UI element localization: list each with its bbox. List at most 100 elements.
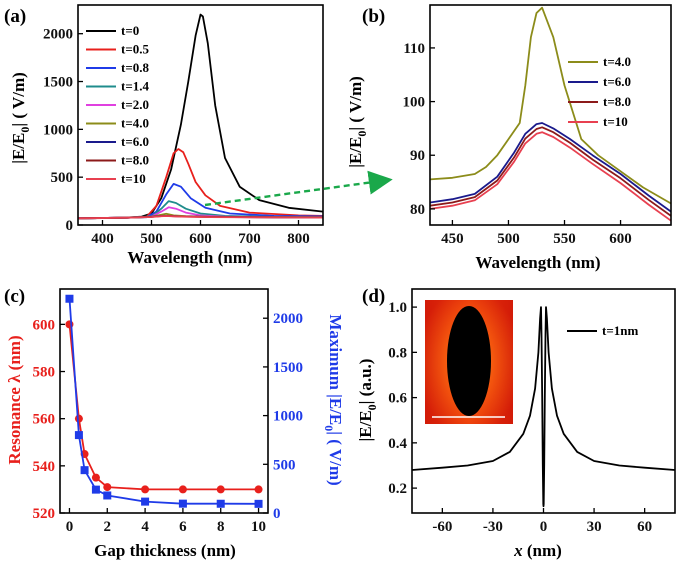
panel-c-series-1 [68, 298, 259, 505]
panel-c-series-0-marker-4 [103, 483, 112, 492]
panel-c-series-0-marker-5 [141, 485, 150, 494]
panel-a-ytick-label-4: 2000 [43, 27, 73, 43]
panel-a-ytick-label-3: 1500 [43, 75, 73, 91]
panel-a-ylabel-post: | ( V/m) [9, 72, 28, 126]
panel-c-ylabel-right: Maximum |E/E0| ( V/m) [322, 314, 345, 485]
panel-a-legend-label-8: t=10 [121, 171, 146, 186]
panel-d-ytick-label-3: 0.8 [388, 345, 407, 361]
panel-c-ylabel-right-post: | ( V/m) [326, 431, 345, 485]
panel-b-ytick-label-2: 100 [403, 95, 426, 111]
panel-c-ylabel-left: Resonance λ (nm) [5, 335, 24, 464]
panel-a-legend-label-5: t=4.0 [121, 116, 149, 131]
panel-d-legend-label-0: t=1nm [602, 323, 638, 338]
panel-c-series-0-marker-8 [254, 485, 263, 494]
panel-b-series-3 [430, 131, 671, 222]
panel-b-legend-label-3: t=10 [603, 114, 628, 129]
panel-b-ytick-label-1: 90 [410, 148, 425, 164]
panel-c-ytick-right-label-1: 500 [273, 457, 296, 473]
panel-d-ylabel-post: | (a.u.) [356, 359, 375, 405]
panel-c-series-1-marker-4 [103, 491, 112, 500]
inset-particle [447, 306, 491, 416]
panel-c-series-0-marker-7 [216, 485, 225, 494]
panel-label-d: (d) [362, 286, 385, 307]
panel-c-series-1-marker-5 [141, 497, 150, 506]
panel-c-series-0-marker-3 [91, 473, 100, 482]
panel-a-legend-label-0: t=0 [121, 23, 139, 38]
panel-c-ytick-label-0: 520 [33, 506, 56, 522]
panel-c-series-0 [68, 324, 259, 491]
panel-a-legend-label-2: t=0.8 [121, 60, 149, 75]
panel-d-ytick-label-0: 0.2 [388, 481, 407, 497]
panel-a-legend-label-6: t=6.0 [121, 134, 149, 149]
zoom-arrow [204, 170, 393, 207]
panel-c-series-0-marker-6 [178, 485, 187, 494]
panel-d-xtick-label-4: 60 [637, 519, 652, 535]
panel-b-series-0 [430, 6, 671, 205]
panel-c-ytick-label-3: 580 [33, 365, 56, 381]
panel-label-c: (c) [4, 286, 25, 307]
panel-a-xtick-label-0: 400 [91, 231, 114, 247]
panel-a: 400 500 600 700 800 0 500 1000 1500 2000 t=0 t=0.5 t… [43, 4, 324, 247]
panel-c-ytick-right-label-4: 2000 [273, 311, 303, 327]
panel-d-series-0 [412, 306, 675, 508]
panel-a-ytick-label-0: 0 [66, 218, 74, 234]
panel-c-series-1-marker-6 [178, 499, 187, 508]
panel-label-b: (b) [362, 6, 385, 27]
panel-a-xtick-label-2: 600 [189, 231, 212, 247]
panel-c-xtick-label-0: 0 [66, 519, 74, 535]
panel-c-series-1-marker-7 [216, 499, 225, 508]
panel-b-ylabel: |E/E0| ( V/m) [346, 76, 369, 168]
panel-c-xtick-label-5: 10 [251, 519, 266, 535]
panel-b-xlabel: Wavelength (nm) [475, 253, 600, 272]
panel-d-xtick-label-3: 30 [587, 519, 602, 535]
panel-b-legend-label-0: t=4.0 [603, 54, 631, 69]
panel-label-a: (a) [4, 6, 26, 27]
panel-a-legend-label-1: t=0.5 [121, 42, 149, 57]
panel-b-xtick-label-1: 500 [497, 231, 520, 247]
panel-b-frame [429, 4, 672, 226]
panel-c-ytick-label-2: 560 [33, 412, 56, 428]
panel-d-xlabel-unit: (nm) [523, 541, 562, 560]
panel-d-xlabel-var: x [513, 541, 523, 560]
panel-c-series-1-marker-1 [74, 431, 83, 440]
panel-a-frame [77, 4, 324, 226]
panel-c-ytick-label-1: 540 [33, 459, 56, 475]
panel-b-legend-label-2: t=8.0 [603, 94, 631, 109]
panel-d-ylabel: |E/E0| (a.u.) [356, 359, 379, 442]
panel-a-series-1 [78, 148, 323, 220]
panel-b-ylabel-sub: 0 [355, 131, 369, 137]
panel-d-ytick-label-4: 1.0 [388, 300, 407, 316]
panel-a-xlabel: Wavelength (nm) [127, 248, 252, 267]
panel-a-ylabel-pre: |E/E [9, 133, 28, 164]
panel-a-legend-label-3: t=1.4 [121, 79, 149, 94]
panel-b-legend-label-1: t=6.0 [603, 74, 631, 89]
panel-b: 450 500 550 600 80 90 100 110 t=4.0 t=6.0 t=8.0 t=1… [403, 4, 672, 247]
panel-a-ytick-label-1: 500 [51, 170, 74, 186]
panel-b-ytick-label-0: 80 [410, 202, 425, 218]
panel-b-ylabel-pre: |E/E [346, 137, 365, 168]
panel-c-xtick-label-3: 6 [179, 519, 187, 535]
panel-b-xtick-label-2: 550 [553, 231, 576, 247]
panel-d: -60 -30 0 30 60 0.2 0.4 0.6 0.8 1.0 t=1nm [388, 288, 676, 535]
panel-b-ylabel-post: | ( V/m) [346, 76, 365, 130]
panel-a-xtick-label-3: 700 [238, 231, 261, 247]
panel-c-xtick-label-1: 2 [104, 519, 112, 535]
panel-b-xtick-label-3: 600 [609, 231, 632, 247]
panel-c-ytick-right-label-3: 1500 [273, 360, 303, 376]
field-map-inset [425, 300, 513, 424]
panel-d-xtick-label-0: -60 [432, 519, 452, 535]
panel-a-ylabel-sub: 0 [18, 127, 32, 133]
panel-d-xtick-label-2: 0 [540, 519, 548, 535]
panel-d-ytick-label-2: 0.6 [388, 391, 407, 407]
panel-c-xtick-label-2: 4 [141, 519, 149, 535]
panel-a-ylabel: |E/E0| ( V/m) [9, 72, 32, 164]
panel-c-ytick-right-label-2: 1000 [273, 409, 303, 425]
panel-c-series-1-marker-2 [80, 466, 89, 475]
panel-a-series-8 [78, 215, 323, 220]
panel-d-ylabel-pre: |E/E [356, 410, 375, 441]
panel-c-ytick-right-label-0: 0 [273, 506, 281, 522]
panel-c-series-1-marker-3 [91, 485, 100, 494]
panel-a-legend-label-4: t=2.0 [121, 97, 149, 112]
panel-d-ylabel-sub: 0 [365, 404, 379, 410]
panel-d-xlabel: x (nm) [513, 541, 562, 560]
